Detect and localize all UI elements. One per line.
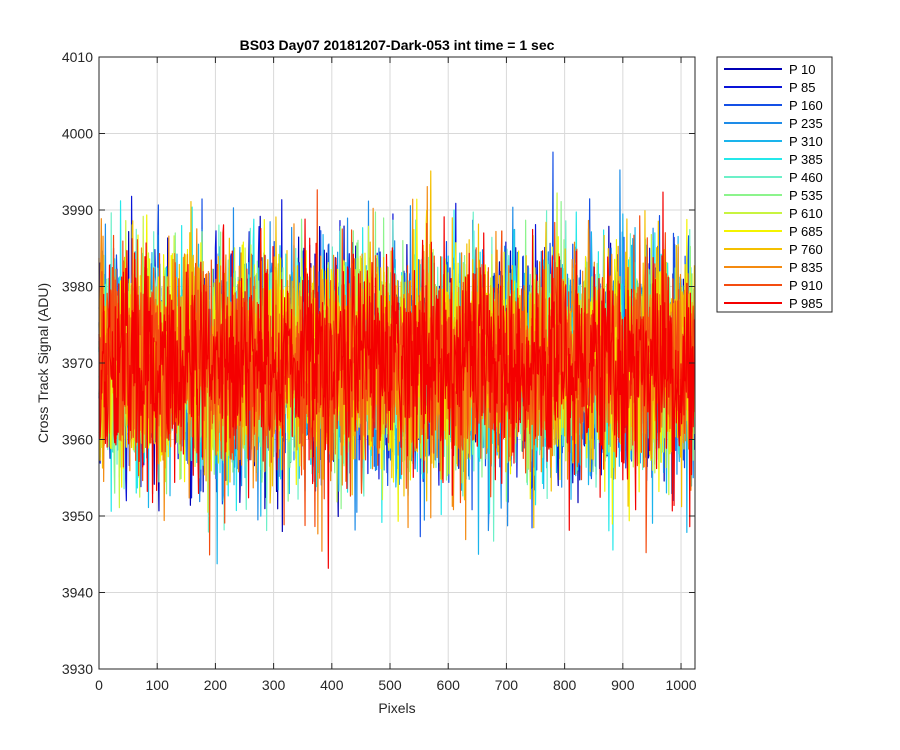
y-tick-label: 4000 (62, 126, 93, 142)
y-tick-label: 3930 (62, 661, 93, 677)
legend-label: P 10 (789, 62, 816, 77)
legend-box (716, 56, 833, 313)
legend-label: P 835 (789, 260, 823, 275)
x-tick-label: 0 (95, 677, 103, 693)
legend-label: P 610 (789, 206, 823, 221)
x-tick-labels: 0 100 200 300 400 500 600 700 800 900 1000 (95, 677, 697, 693)
legend-label: P 910 (789, 278, 823, 293)
x-tick-label: 500 (378, 677, 402, 693)
x-tick-label: 600 (437, 677, 461, 693)
x-tick-label: 800 (553, 677, 577, 693)
y-tick-label: 3960 (62, 432, 93, 448)
y-tick-label: 3940 (62, 585, 93, 601)
y-tick-label: 3980 (62, 279, 93, 295)
y-tick-labels: 3930 3940 3950 3960 3970 3980 3990 4000 4010 (62, 49, 93, 677)
x-tick-label: 300 (262, 677, 286, 693)
legend-entries: P 10 P 85 P 160 P 235 P 310 P 385 P 460 P 535 P … (724, 62, 823, 311)
x-tick-label: 200 (204, 677, 228, 693)
legend-label: P 460 (789, 170, 823, 185)
legend: P 10 P 85 P 160 P 235 P 310 P 385 P 460 P 535 P … (716, 56, 833, 313)
legend-label: P 985 (789, 296, 823, 311)
x-tick-label: 1000 (665, 677, 696, 693)
legend-label: P 160 (789, 98, 823, 113)
x-tick-label: 900 (611, 677, 635, 693)
legend-label: P 385 (789, 152, 823, 167)
y-axis-label: Cross Track Signal (ADU) (35, 283, 51, 443)
series-line (98, 189, 696, 556)
x-axis-label: Pixels (378, 700, 415, 716)
y-tick-label: 3950 (62, 508, 93, 524)
legend-label: P 685 (789, 224, 823, 239)
legend-label: P 235 (789, 116, 823, 131)
y-tick-label: 3970 (62, 355, 93, 371)
legend-label: P 535 (789, 188, 823, 203)
x-tick-label: 700 (495, 677, 519, 693)
legend-label: P 760 (789, 242, 823, 257)
series-line (98, 191, 696, 569)
legend-label: P 310 (789, 134, 823, 149)
ticks (98, 56, 695, 670)
x-tick-label: 400 (320, 677, 344, 693)
legend-label: P 85 (789, 80, 816, 95)
plot-area (98, 56, 696, 670)
y-tick-label: 3990 (62, 202, 93, 218)
x-tick-label: 100 (146, 677, 170, 693)
chart-title: BS03 Day07 20181207-Dark-053 int time = … (240, 37, 555, 53)
y-tick-label: 4010 (62, 49, 93, 65)
series-lines (98, 151, 696, 569)
